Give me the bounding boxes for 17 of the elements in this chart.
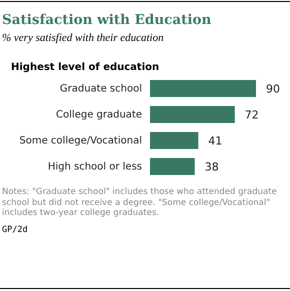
chart-title: Satisfaction with Education bbox=[2, 12, 212, 28]
data-label: 41 bbox=[208, 134, 222, 148]
data-label: 90 bbox=[266, 82, 280, 96]
bar bbox=[150, 106, 235, 123]
y-axis-title: Highest level of education bbox=[11, 62, 160, 73]
y-tick-label: College graduate bbox=[56, 110, 142, 121]
bar bbox=[150, 132, 198, 149]
bar bbox=[150, 80, 256, 97]
chart-subtitle: % very satisfied with their education bbox=[2, 32, 165, 44]
y-tick-label: Some college/Vocational bbox=[19, 136, 142, 147]
data-label: 72 bbox=[244, 108, 259, 122]
y-tick-label: Graduate school bbox=[60, 84, 142, 95]
y-tick-label: High school or less bbox=[48, 162, 142, 173]
bar bbox=[150, 158, 195, 175]
text: GP/2d bbox=[2, 224, 29, 234]
text: Notes: "Graduate school" includes those who attended graduate school but did not receive a degree. "Some college/Vocational" includes two-year college graduates. bbox=[2, 187, 278, 218]
data-label: 38 bbox=[204, 160, 219, 174]
